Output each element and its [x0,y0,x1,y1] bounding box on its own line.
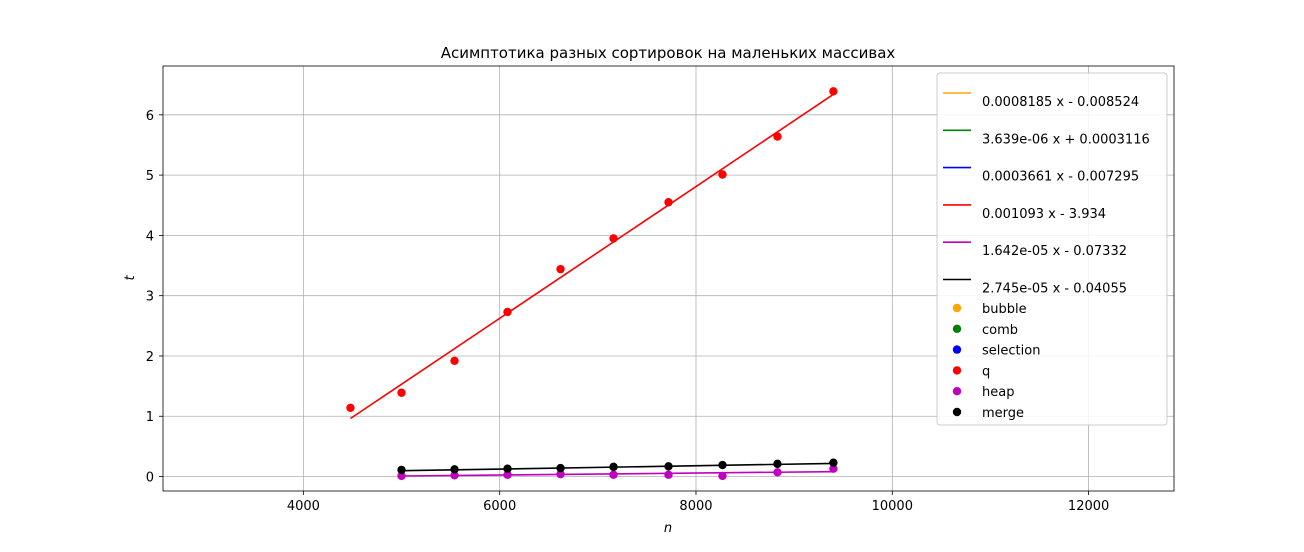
data-point-merge [450,465,459,474]
data-point-heap [450,471,459,480]
data-point-merge [829,458,838,467]
y-tick-label: 0 [146,471,154,486]
data-point-merge [556,463,565,473]
data-point-q [718,170,727,179]
legend-line-label: 0.0003661 x - 0.007295 [982,170,1139,185]
data-point-q [609,234,618,243]
data-point-q [503,307,512,317]
legend-series-label: comb [982,323,1018,338]
data-point-q [346,403,355,413]
x-tick-label: 12000 [1068,499,1109,514]
data-point-q [773,132,782,141]
data-point-merge [773,459,782,469]
axes-frame [162,65,1175,492]
legend-marker [952,324,962,333]
data-point-heap [503,470,512,479]
legend-line-label: 0.0008185 x - 0.008524 [982,95,1139,110]
y-axis-label: t [123,275,138,281]
x-tick-label: 10000 [872,499,913,514]
plot-area: 4000 6000 8000 10000 12000 0 1 2 3 4 5 6 [146,65,1175,514]
data-point-heap [664,470,673,479]
chart-title: Асимптотика разных сортировок на маленьк… [441,44,896,62]
data-point-heap [773,468,782,477]
data-point-heap [718,471,727,481]
legend-series-label: merge [982,406,1024,421]
data-point-q [397,388,406,397]
x-tick-label: 8000 [679,499,712,514]
y-tick-label: 5 [146,169,154,184]
data-point-q [664,198,673,207]
legend-line-label: 2.745e-05 x - 0.04055 [982,282,1127,297]
legend-marker [952,345,962,354]
data-point-q [829,87,838,96]
legend-marker [952,303,962,313]
legend-marker [952,407,962,417]
data-point-merge [503,464,512,473]
data-point-heap [556,469,565,479]
legend-box [936,72,1168,426]
data-point-q [450,356,459,365]
data-point-merge [397,465,406,475]
y-tick-label: 6 [146,109,154,124]
x-tick-label: 4000 [287,499,320,514]
legend-series-label: bubble [982,302,1027,317]
legend-line-label: 0.001093 x - 3.934 [982,207,1106,222]
y-tick-label: 2 [146,350,154,365]
legend-line-label: 3.639e-06 x + 0.0003116 [982,132,1150,147]
data-point-heap [397,471,406,481]
data-point-merge [664,462,673,471]
fit-line [350,93,834,420]
data-point-heap [609,470,618,479]
legend-series-label: heap [982,385,1014,400]
x-tick-label: 6000 [483,499,516,514]
y-tick-label: 4 [146,229,154,244]
legend-series-label: selection [982,344,1040,359]
y-tick-label: 3 [146,290,154,305]
x-axis-label: n [664,521,672,536]
legend-marker [952,387,962,396]
data-point-heap [829,464,838,473]
legend-marker [952,366,962,375]
data-point-merge [718,460,727,470]
data-point-merge [609,462,618,472]
legend-line-label: 1.642e-05 x - 0.07332 [982,244,1127,259]
data-point-q [556,264,565,274]
y-tick-label: 1 [146,410,154,425]
legend-series-label: q [982,364,990,379]
legend: 0.0008185 x - 0.008524 3.639e-06 x + 0.00… [936,72,1168,426]
